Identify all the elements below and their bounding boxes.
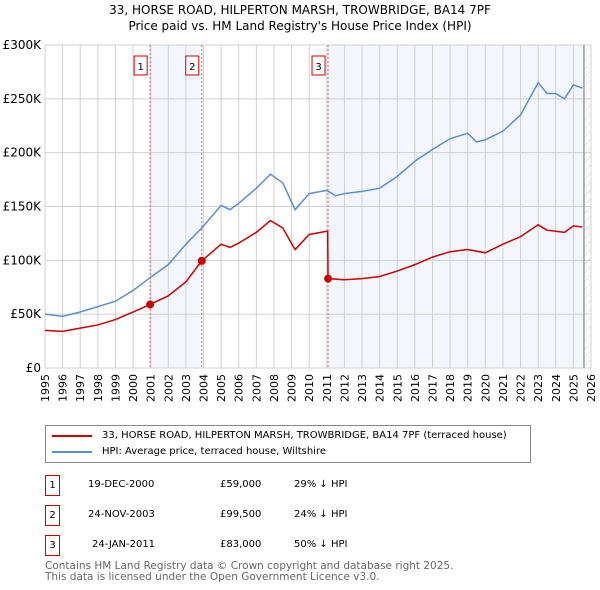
legend-swatch-red [52,434,92,437]
x-tick-label: 2011 [321,374,334,402]
sale-label-box [133,55,148,76]
x-tick-label: 1999 [109,374,122,402]
x-tick-label: 2017 [426,374,439,402]
x-tick-label: 1997 [74,374,87,402]
legend-swatch-blue [52,450,92,453]
sale-marker-badge: 1 [45,475,60,496]
footer-copyright: Contains HM Land Registry data © Crown c… [45,560,454,572]
x-tick-label: 2005 [215,374,228,402]
sale-marker-badge: 3 [45,535,60,556]
x-tick-label: 2019 [462,374,475,402]
x-tick-label: 2003 [180,374,193,402]
sale-row: 3 24-JAN-2011 £83,000 50% ↓ HPI [45,535,545,556]
legend-label: 33, HORSE ROAD, HILPERTON MARSH, TROWBRI… [102,430,507,441]
sale-label: 1 [137,62,143,73]
x-tick-label: 2006 [233,374,246,402]
x-tick-label: 2022 [515,374,528,402]
y-tick-label: £100K [3,253,43,267]
sale-label-box [185,55,200,76]
x-tick-label: 2007 [250,374,263,402]
legend-label: HPI: Average price, terraced house, Wilt… [102,446,326,457]
x-tick-label: 2014 [374,374,387,402]
x-tick-label: 2021 [497,374,510,402]
x-tick-label: 2010 [303,374,316,402]
x-tick-label: 2020 [479,374,492,402]
y-tick-label: £50K [10,307,42,321]
y-tick-label: £250K [3,92,43,106]
sale-price: £59,000 [220,479,262,490]
x-tick-label: 2018 [444,374,457,402]
sale-label-box [311,55,326,76]
sale-hpi-diff: 50% ↓ HPI [294,539,348,550]
x-tick-label: 2015 [391,374,404,402]
sale-date: 24-NOV-2003 [88,509,155,520]
sale-label: 2 [189,62,195,73]
x-tick-label: 2002 [162,374,175,402]
x-tick-label: 2001 [145,374,158,402]
sale-row: 2 24-NOV-2003 £99,500 24% ↓ HPI [45,505,545,526]
y-tick-label: £300K [3,38,43,52]
sale-point [324,274,333,283]
chart-subtitle: Price paid vs. HM Land Registry's House … [128,19,472,33]
x-tick-label: 2023 [532,374,545,402]
x-tick-label: 2016 [409,374,422,402]
y-tick-label: £0 [26,361,41,375]
y-tick-label: £150K [3,200,43,214]
x-tick-label: 2009 [286,374,299,402]
x-tick-label: 2004 [198,374,211,402]
x-tick-label: 1998 [92,374,105,402]
chart-title: 33, HORSE ROAD, HILPERTON MARSH, TROWBRI… [109,3,491,17]
x-tick-label: 2000 [127,374,140,402]
legend-item-property: 33, HORSE ROAD, HILPERTON MARSH, TROWBRI… [52,430,507,441]
legend: 33, HORSE ROAD, HILPERTON MARSH, TROWBRI… [45,425,531,463]
x-tick-label: 1995 [39,374,52,402]
x-tick-label: 2026 [585,374,598,402]
sale-hpi-diff: 24% ↓ HPI [294,509,348,520]
series-line [44,81,583,318]
sale-date: 19-DEC-2000 [88,479,155,490]
sale-date: 24-JAN-2011 [92,539,156,550]
x-tick-label: 2013 [356,374,369,402]
sale-point [197,256,206,265]
plot-area: 1995 1996 1997 1998 1999 2000 2001 2002 2003 2004… [3,38,598,402]
sale-price: £83,000 [220,539,262,550]
y-tick-label: £200K [3,146,43,160]
x-tick-label: 2008 [268,374,281,402]
sale-row: 1 19-DEC-2000 £59,000 29% ↓ HPI [45,475,545,496]
sale-price: £99,500 [220,509,262,520]
legend-item-hpi: HPI: Average price, terraced house, Wilt… [52,446,326,457]
x-tick-label: 1996 [57,374,70,402]
x-tick-label: 2024 [550,374,563,402]
sale-marker-badge: 2 [45,505,60,526]
x-tick-label: 2012 [338,374,351,402]
x-tick-label: 2025 [567,374,580,402]
footer-licence: This data is licensed under the Open Gov… [45,571,380,583]
sale-hpi-diff: 29% ↓ HPI [294,479,348,490]
sale-label: 3 [315,62,321,73]
sale-point [146,300,155,309]
